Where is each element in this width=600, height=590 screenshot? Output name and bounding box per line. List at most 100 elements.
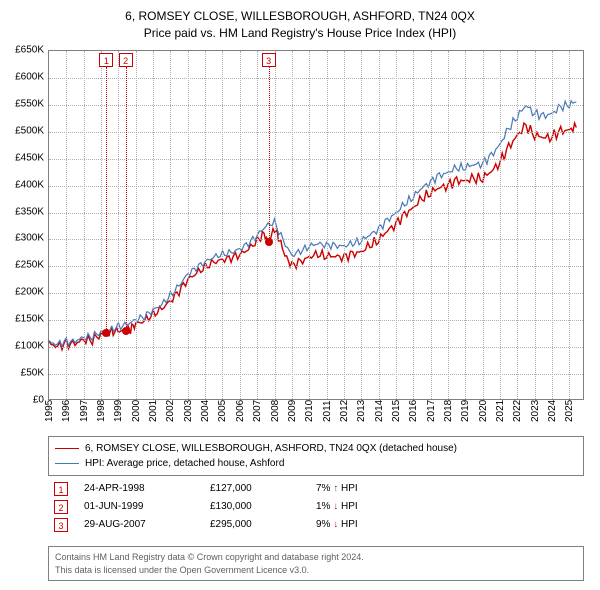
event-marker-line: [269, 67, 270, 242]
x-axis-label: 2020: [478, 400, 489, 422]
events-table: 124-APR-1998£127,0007% ↑ HPI201-JUN-1999…: [48, 474, 584, 540]
y-axis-label: £600K: [4, 71, 44, 82]
gridline-v: [275, 51, 276, 399]
gridline-h: [49, 78, 583, 79]
legend-label: HPI: Average price, detached house, Ashf…: [85, 456, 284, 471]
x-axis-label: 2000: [131, 400, 142, 422]
x-axis-label: 2012: [339, 400, 350, 422]
y-axis-label: £150K: [4, 314, 44, 325]
event-dot: [265, 238, 273, 246]
x-axis-label: 1995: [44, 400, 55, 422]
x-axis-label: 2003: [183, 400, 194, 422]
gridline-v: [136, 51, 137, 399]
x-axis-label: 1999: [113, 400, 124, 422]
event-date: 01-JUN-1999: [84, 498, 194, 516]
gridline-v: [569, 51, 570, 399]
x-axis-label: 2001: [148, 400, 159, 422]
event-date: 24-APR-1998: [84, 480, 194, 498]
y-axis-label: £200K: [4, 287, 44, 298]
gridline-v: [535, 51, 536, 399]
gridline-v: [552, 51, 553, 399]
gridline-v: [344, 51, 345, 399]
gridline-v: [431, 51, 432, 399]
gridline-h: [49, 105, 583, 106]
gridline-v: [188, 51, 189, 399]
event-row: 201-JUN-1999£130,0001% ↓ HPI: [54, 498, 578, 516]
footer-line1: Contains HM Land Registry data © Crown c…: [55, 551, 577, 564]
event-price: £130,000: [210, 498, 300, 516]
y-axis-label: £0: [4, 395, 44, 406]
legend-label: 6, ROMSEY CLOSE, WILLESBOROUGH, ASHFORD,…: [85, 441, 457, 456]
gridline-v: [118, 51, 119, 399]
gridline-h: [49, 239, 583, 240]
gridline-v: [153, 51, 154, 399]
y-axis-label: £100K: [4, 341, 44, 352]
arrow-up-icon: ↑: [333, 483, 338, 494]
gridline-h: [49, 347, 583, 348]
y-axis-label: £500K: [4, 125, 44, 136]
chart-container: 6, ROMSEY CLOSE, WILLESBOROUGH, ASHFORD,…: [0, 0, 600, 590]
y-axis-label: £50K: [4, 368, 44, 379]
gridline-h: [49, 132, 583, 133]
gridline-v: [101, 51, 102, 399]
y-axis-label: £650K: [4, 45, 44, 56]
event-price: £295,000: [210, 516, 300, 534]
gridline-v: [170, 51, 171, 399]
gridline-h: [49, 374, 583, 375]
gridline-v: [500, 51, 501, 399]
event-row: 329-AUG-2007£295,0009% ↓ HPI: [54, 516, 578, 534]
x-axis-label: 2024: [547, 400, 558, 422]
x-axis-label: 2018: [443, 400, 454, 422]
gridline-h: [49, 213, 583, 214]
x-axis-label: 2025: [564, 400, 575, 422]
x-axis-label: 1997: [79, 400, 90, 422]
event-date: 29-AUG-2007: [84, 516, 194, 534]
event-dot: [102, 329, 110, 337]
chart-title-line1: 6, ROMSEY CLOSE, WILLESBOROUGH, ASHFORD,…: [0, 8, 600, 25]
event-marker-line: [106, 67, 107, 333]
y-axis-label: £450K: [4, 152, 44, 163]
footer-line2: This data is licensed under the Open Gov…: [55, 564, 577, 577]
gridline-h: [49, 293, 583, 294]
gridline-v: [361, 51, 362, 399]
legend-row: 6, ROMSEY CLOSE, WILLESBOROUGH, ASHFORD,…: [55, 441, 577, 456]
gridline-h: [49, 266, 583, 267]
event-marker-box: 2: [119, 53, 133, 67]
x-axis-label: 2014: [374, 400, 385, 422]
event-marker-box: 3: [262, 53, 276, 67]
x-axis-label: 2005: [217, 400, 228, 422]
plot-area: 12 3: [48, 50, 584, 400]
y-axis-label: £250K: [4, 260, 44, 271]
gridline-v: [292, 51, 293, 399]
event-price: £127,000: [210, 480, 300, 498]
event-pct: 1% ↓ HPI: [316, 498, 416, 516]
gridline-v: [465, 51, 466, 399]
gridline-v: [257, 51, 258, 399]
x-axis-label: 2008: [270, 400, 281, 422]
x-axis-label: 2002: [165, 400, 176, 422]
gridline-h: [49, 186, 583, 187]
gridline-v: [222, 51, 223, 399]
x-axis-label: 2009: [287, 400, 298, 422]
x-axis-label: 2007: [252, 400, 263, 422]
x-axis-label: 2021: [495, 400, 506, 422]
x-axis-label: 2019: [460, 400, 471, 422]
chart-title-block: 6, ROMSEY CLOSE, WILLESBOROUGH, ASHFORD,…: [0, 0, 600, 42]
x-axis-label: 2022: [512, 400, 523, 422]
event-marker-box: 1: [99, 53, 113, 67]
y-axis-label: £550K: [4, 98, 44, 109]
x-axis-label: 2004: [200, 400, 211, 422]
x-axis-label: 2016: [408, 400, 419, 422]
series-property: [49, 123, 576, 350]
gridline-v: [327, 51, 328, 399]
gridline-v: [205, 51, 206, 399]
gridline-v: [396, 51, 397, 399]
legend-swatch: [55, 448, 79, 449]
series-hpi: [49, 101, 576, 347]
y-axis-label: £400K: [4, 179, 44, 190]
x-axis-label: 2023: [530, 400, 541, 422]
event-row: 124-APR-1998£127,0007% ↑ HPI: [54, 480, 578, 498]
gridline-v: [240, 51, 241, 399]
gridline-v: [84, 51, 85, 399]
gridline-h: [49, 320, 583, 321]
